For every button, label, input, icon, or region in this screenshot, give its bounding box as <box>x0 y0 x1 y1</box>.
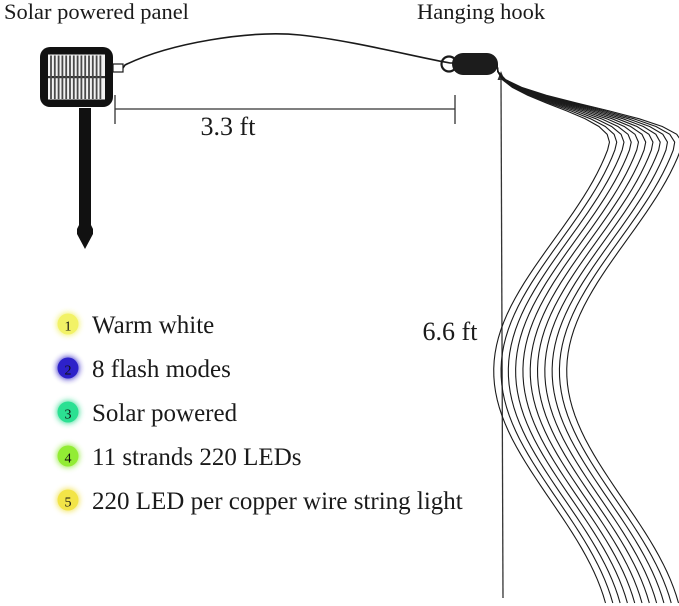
svg-text:2: 2 <box>65 364 72 379</box>
svg-text:5: 5 <box>65 496 72 511</box>
svg-text:4: 4 <box>65 452 72 467</box>
svg-text:220 LED per copper wire string: 220 LED per copper wire string light <box>92 488 463 515</box>
svg-text:8 flash modes: 8 flash modes <box>92 356 231 383</box>
svg-text:Solar powered: Solar powered <box>92 400 238 427</box>
svg-text:Hanging hook: Hanging hook <box>417 0 546 24</box>
svg-text:6.6 ft: 6.6 ft <box>423 317 479 346</box>
svg-text:1: 1 <box>65 320 72 335</box>
svg-text:11 strands 220 LEDs: 11 strands 220 LEDs <box>92 444 301 471</box>
svg-text:3: 3 <box>65 408 72 423</box>
svg-text:Warm white: Warm white <box>92 312 214 339</box>
svg-text:Solar powered panel: Solar powered panel <box>4 0 189 24</box>
svg-text:3.3 ft: 3.3 ft <box>201 112 257 141</box>
